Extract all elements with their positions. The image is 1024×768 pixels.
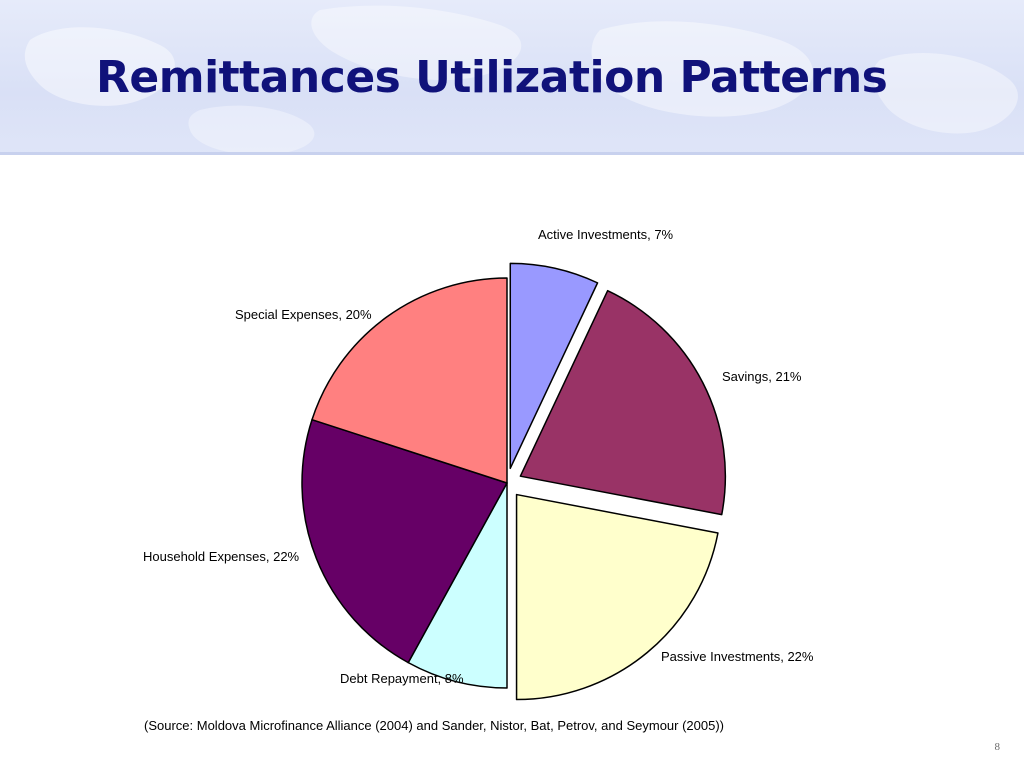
map-landmass: [872, 52, 1018, 134]
pie-slice-savings: [519, 289, 727, 516]
data-label-household-expenses: Household Expenses, 22%: [143, 549, 300, 564]
data-label-savings: Savings, 21%: [722, 369, 802, 384]
world-map-background: [24, 5, 1018, 155]
slide-title: Remittances Utilization Patterns: [96, 52, 888, 103]
pie-slices: [301, 262, 727, 701]
map-landmass: [591, 21, 813, 117]
source-citation: (Source: Moldova Microfinance Alliance (…: [144, 718, 724, 733]
pie-slice-special-expenses: [311, 277, 508, 484]
page-number: 8: [994, 741, 1001, 753]
map-landmass: [188, 105, 315, 155]
data-label-passive-investments: Passive Investments, 22%: [661, 649, 814, 664]
pie-slice-household-expenses: [301, 418, 508, 664]
map-landmass: [311, 5, 522, 81]
slide-header: Remittances Utilization Patterns: [0, 0, 1024, 155]
header-divider: [0, 152, 1024, 155]
pie-slice-debt-repayment: [407, 482, 508, 689]
map-landmass: [24, 27, 175, 106]
pie-slice-active-investments: [509, 262, 599, 470]
data-label-active-investments: Active Investments, 7%: [538, 227, 674, 242]
pie-labels: Active Investments, 7% Savings, 21% Passiv…: [143, 227, 814, 686]
pie-slice-passive-investments: [515, 493, 719, 701]
data-label-special-expenses: Special Expenses, 20%: [235, 307, 372, 322]
data-label-debt-repayment: Debt Repayment, 8%: [340, 671, 464, 686]
